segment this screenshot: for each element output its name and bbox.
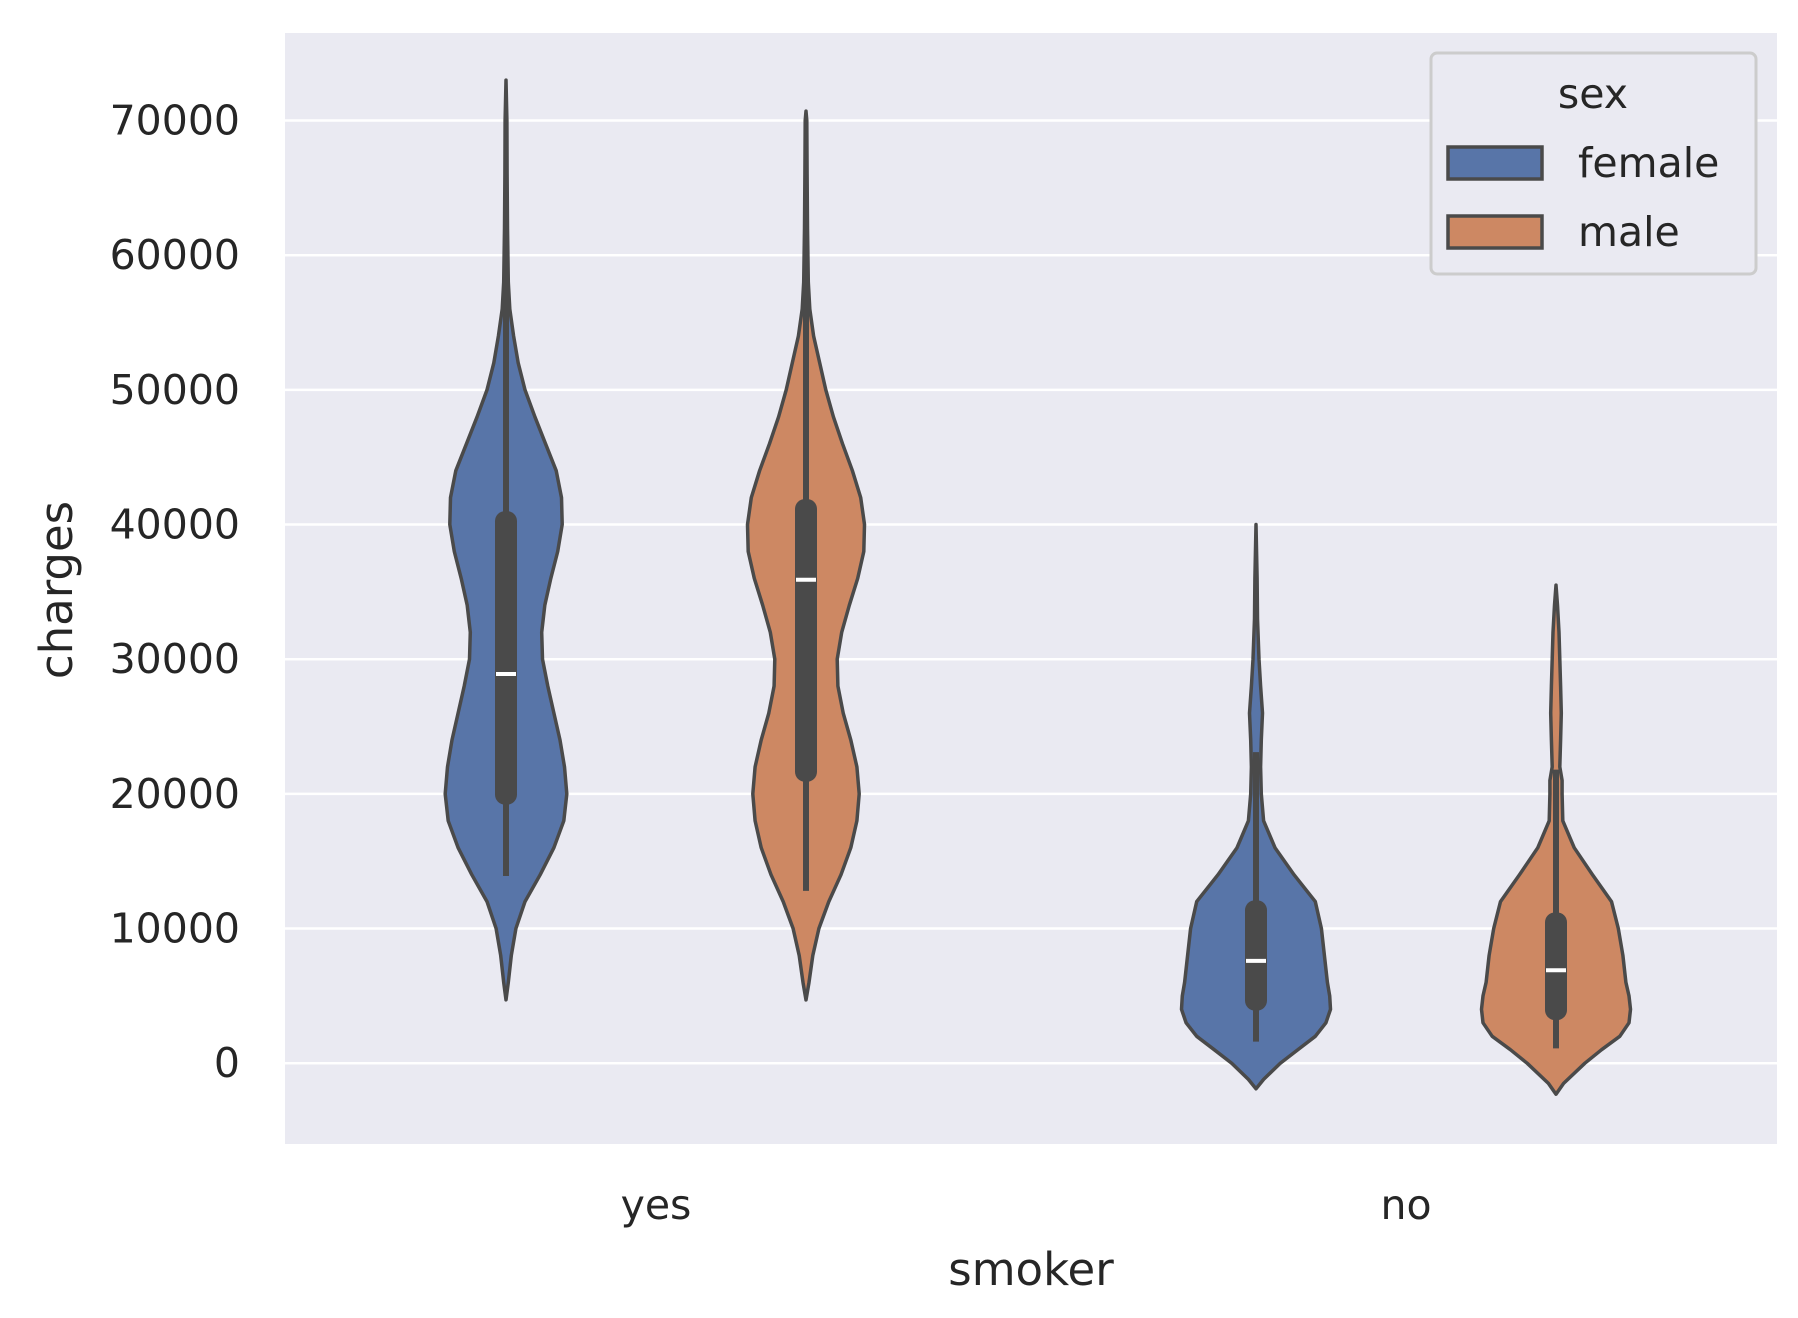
violin-male-no bbox=[1479, 583, 1633, 1096]
y-tick-labels: 0 10000 20000 30000 40000 50000 60000 70000 bbox=[110, 97, 240, 1088]
violin-female-no bbox=[1179, 522, 1333, 1091]
legend-swatch-female bbox=[1446, 145, 1544, 181]
x-tick-labels: yes no bbox=[621, 1181, 1432, 1229]
violin-iqr-box bbox=[795, 498, 817, 782]
legend-swatch-male bbox=[1446, 214, 1544, 250]
violin-iqr-box bbox=[1545, 912, 1567, 1021]
y-tick-label: 50000 bbox=[110, 366, 240, 414]
y-tick-label: 30000 bbox=[110, 635, 240, 683]
y-tick-label: 10000 bbox=[110, 905, 240, 953]
y-tick-label: 40000 bbox=[110, 501, 240, 549]
y-tick-label: 70000 bbox=[110, 97, 240, 145]
violin-iqr-box bbox=[495, 511, 517, 805]
legend: sex female male bbox=[1429, 51, 1758, 276]
violins bbox=[443, 78, 1633, 1096]
legend-label-female: female bbox=[1578, 139, 1719, 187]
legend-label-male: male bbox=[1578, 208, 1680, 256]
y-tick-label: 60000 bbox=[110, 231, 240, 279]
violin-female-yes bbox=[443, 78, 569, 1002]
violin-male-yes bbox=[745, 109, 867, 1002]
y-tick-label: 20000 bbox=[110, 770, 240, 818]
x-tick-label: no bbox=[1380, 1181, 1431, 1229]
legend-title: sex bbox=[1558, 70, 1628, 118]
violin-iqr-box bbox=[1245, 900, 1267, 1011]
y-tick-label: 0 bbox=[214, 1039, 240, 1087]
x-tick-label: yes bbox=[621, 1181, 692, 1229]
y-axis-label: charges bbox=[30, 501, 83, 679]
x-axis-label: smoker bbox=[948, 1243, 1114, 1296]
